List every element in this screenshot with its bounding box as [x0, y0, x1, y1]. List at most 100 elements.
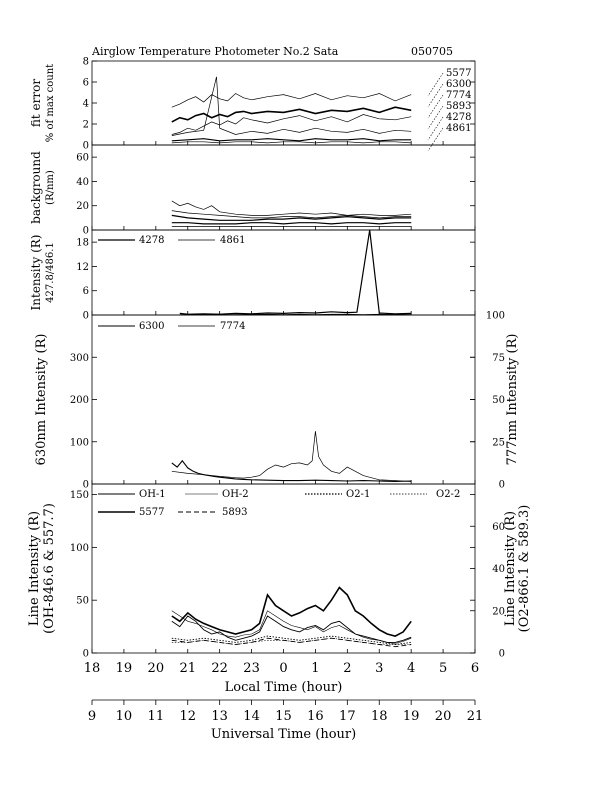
- y-tick-label: 20: [76, 201, 89, 212]
- local-time-tick-label: 2: [343, 661, 351, 676]
- y-right-tick-label: 100: [486, 311, 505, 322]
- y-axis-label: fit error: [29, 79, 43, 127]
- y-right-tick-label: 60: [492, 522, 505, 533]
- y-tick-label: 60: [76, 153, 89, 164]
- series-end-leader: [427, 94, 444, 119]
- y-right-tick-label: 40: [492, 564, 505, 575]
- series-line-4861: [171, 141, 412, 144]
- y-axis-label-right: Line Intensity (R): [503, 511, 518, 626]
- local-time-tick-label: 1: [311, 661, 319, 676]
- series-line-6300: [171, 93, 412, 108]
- y-tick-label: 6: [83, 78, 89, 89]
- series-end-leader: [427, 72, 444, 97]
- ut-tick-label: 18: [371, 709, 388, 724]
- series-end-label: 4861: [446, 123, 471, 134]
- legend-label: 7774: [220, 321, 245, 332]
- series-line-s1: [171, 214, 412, 221]
- y-tick-label: 0: [83, 141, 89, 152]
- ut-tick-label: 9: [88, 709, 96, 724]
- legend-label: 4278: [139, 235, 164, 246]
- y-tick-label: 0: [83, 480, 89, 491]
- series-line-O2-1: [171, 635, 412, 645]
- y-tick-label: 0: [83, 649, 89, 660]
- series-group: [171, 200, 412, 227]
- legend-label: OH-1: [139, 489, 166, 500]
- ut-tick-label: 15: [275, 709, 292, 724]
- series-line-s2: [171, 200, 412, 216]
- panel-intensity-427-486: 0 6 12 18 Intensity (R) 427.8/486.1 4278 4861: [29, 229, 476, 322]
- ut-tick-label: 20: [435, 709, 452, 724]
- y-right-tick-label: 25: [492, 437, 505, 448]
- series-end-label: 7774: [446, 90, 471, 101]
- ut-tick-label: 13: [211, 709, 228, 724]
- y-axis-label: (R/nm): [45, 170, 56, 205]
- series-group: [179, 230, 412, 315]
- y-axis-label: 427.8/486.1: [45, 242, 56, 303]
- y-tick-label: 18: [76, 238, 89, 249]
- series-line-s3: [171, 210, 412, 219]
- series-line-5577: [171, 586, 412, 637]
- legend-label: 5577: [139, 507, 164, 518]
- y-right-tick-label: 50: [492, 395, 505, 406]
- ut-tick-label: 14: [243, 709, 260, 724]
- ut-tick-label: 19: [403, 709, 420, 724]
- y-axis-label: 630nm Intensity (R): [34, 334, 49, 466]
- panel-background: 0 20 40 60 background (R/nm): [29, 144, 476, 237]
- y-tick-label: 300: [70, 353, 89, 364]
- series-line-OH-2: [171, 610, 412, 644]
- series-line-7774: [171, 114, 412, 135]
- y-axis-label-right: 777nm Intensity (R): [505, 334, 520, 466]
- ut-tick-label: 11: [148, 709, 165, 724]
- series-line-OH-1: [171, 615, 412, 643]
- y-axis-label-right: (O2-866.1 & 589.3): [517, 505, 532, 633]
- series-end-label: 4278: [446, 112, 471, 123]
- series-group: [171, 76, 412, 144]
- series-group: [171, 431, 412, 483]
- local-time-tick-label: 18: [84, 661, 101, 676]
- y-tick-label: 100: [70, 543, 89, 554]
- panel-fit-error: 0 2 4 6 8 fit error% of max count 557763007774…: [29, 57, 476, 152]
- y-tick-label: 0: [83, 226, 89, 237]
- legend-label: O2-1: [346, 489, 370, 500]
- series-end-leader: [427, 116, 444, 141]
- local-time-tick-label: 5: [439, 661, 447, 676]
- legend-label: 6300: [139, 321, 164, 332]
- y-axis-label: (OH-846.6 & 557.7): [42, 503, 57, 634]
- local-time-tick-label: 0: [279, 661, 287, 676]
- series-end-leader: [427, 83, 444, 108]
- local-time-tick-label: 6: [471, 661, 479, 676]
- y-right-tick-label: 0: [499, 480, 505, 491]
- y-tick-label: 100: [70, 437, 89, 448]
- legend-label: 4861: [220, 235, 245, 246]
- legend-label: O2-2: [436, 489, 460, 500]
- y-tick-label: 2: [83, 120, 89, 131]
- y-right-tick-label: 20: [492, 606, 505, 617]
- y-right-tick-label: 0: [499, 649, 505, 660]
- y-axis-label: Line Intensity (R): [27, 511, 42, 626]
- y-axis-label: background: [29, 151, 43, 224]
- panel-frame: [91, 144, 476, 231]
- local-time-axis-label: Local Time (hour): [225, 680, 343, 695]
- y-tick-label: 0: [83, 311, 89, 322]
- series-line-4278: [171, 138, 412, 142]
- y-tick-label: 50: [76, 596, 89, 607]
- y-tick-label: 200: [70, 395, 89, 406]
- y-right-tick-label: 75: [492, 353, 505, 364]
- series-group: [171, 586, 412, 648]
- series-end-label: 5577: [446, 68, 471, 79]
- local-time-tick-label: 22: [211, 661, 228, 676]
- panel-frame: [91, 60, 476, 146]
- ut-axis-label: Universal Time (hour): [211, 727, 356, 742]
- legend-label: 5893: [222, 507, 247, 518]
- y-axis-label: Intensity (R): [29, 235, 43, 311]
- series-line-7774: [171, 431, 412, 482]
- series-line-6300: [171, 459, 412, 483]
- title-date: 050705: [411, 45, 453, 58]
- series-end-label: 5893: [446, 101, 471, 112]
- panel-frame: [91, 314, 476, 485]
- series-end-label: 6300: [446, 79, 471, 90]
- y-tick-label: 12: [76, 262, 89, 273]
